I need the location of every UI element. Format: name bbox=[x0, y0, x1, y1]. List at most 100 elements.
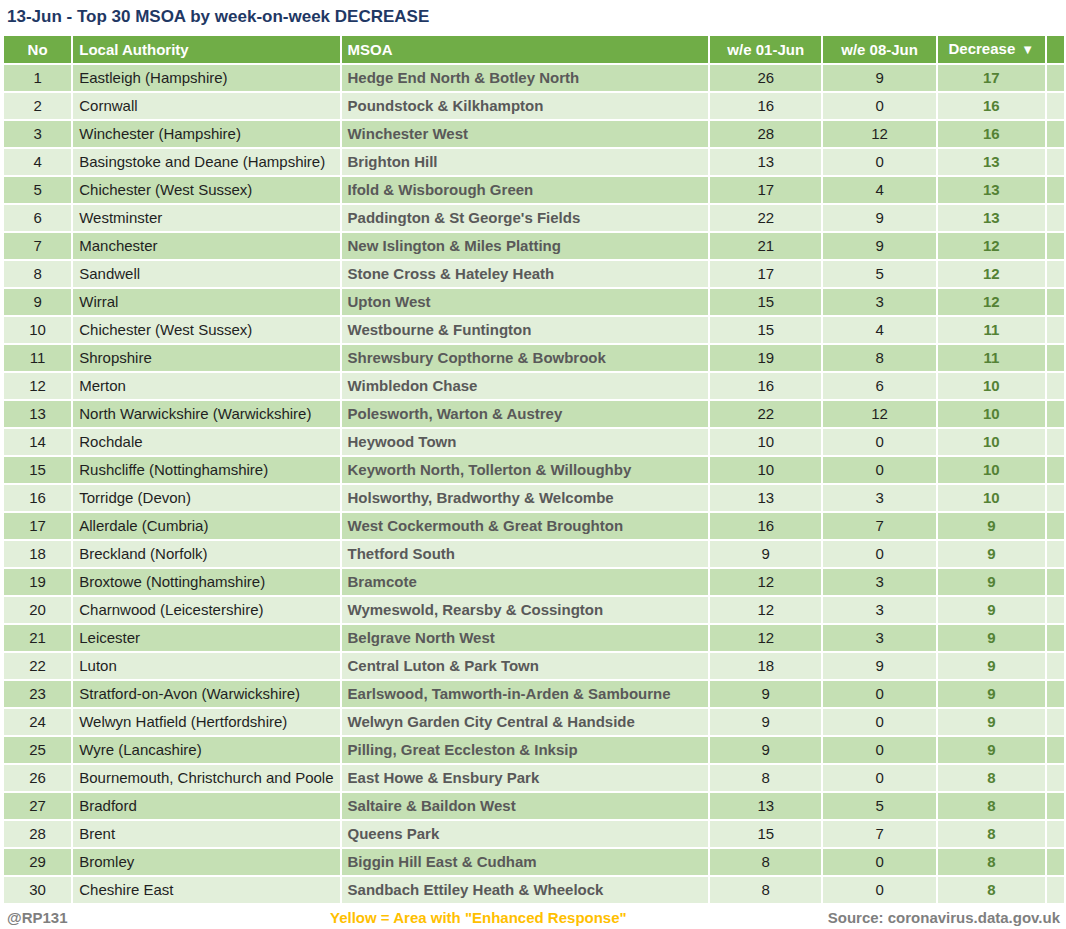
footer: @RP131 Yellow = Area with "Enhanced Resp… bbox=[0, 905, 1066, 926]
we-08-jun-cell: 0 bbox=[823, 541, 936, 567]
column-header-decrease[interactable]: Decrease▼ bbox=[938, 36, 1045, 63]
no-cell: 7 bbox=[4, 233, 71, 259]
edge-sliver-cell bbox=[1047, 205, 1064, 231]
local-authority-cell: Torridge (Devon) bbox=[73, 485, 339, 511]
table-row: 9WirralUpton West15312 bbox=[4, 289, 1064, 315]
local-authority-cell: Charnwood (Leicestershire) bbox=[73, 597, 339, 623]
no-cell: 17 bbox=[4, 513, 71, 539]
we-01-jun-cell: 16 bbox=[710, 513, 821, 539]
edge-sliver-cell bbox=[1047, 849, 1064, 875]
local-authority-cell: Luton bbox=[73, 653, 339, 679]
we-01-jun-cell: 8 bbox=[710, 765, 821, 791]
msoa-cell: Biggin Hill East & Cudham bbox=[342, 849, 709, 875]
no-cell: 28 bbox=[4, 821, 71, 847]
decrease-cell: 9 bbox=[938, 569, 1045, 595]
decrease-cell: 10 bbox=[938, 457, 1045, 483]
edge-sliver-cell bbox=[1047, 401, 1064, 427]
page-title: 13-Jun - Top 30 MSOA by week-on-week DEC… bbox=[0, 0, 1066, 34]
column-header-msoa[interactable]: MSOA bbox=[342, 36, 709, 63]
we-08-jun-cell: 9 bbox=[823, 205, 936, 231]
column-header-local-authority[interactable]: Local Authority bbox=[73, 36, 339, 63]
edge-sliver-cell bbox=[1047, 821, 1064, 847]
decrease-cell: 16 bbox=[938, 121, 1045, 147]
we-01-jun-cell: 19 bbox=[710, 345, 821, 371]
we-01-jun-cell: 10 bbox=[710, 457, 821, 483]
table-row: 11ShropshireShrewsbury Copthorne & Bowbr… bbox=[4, 345, 1064, 371]
we-08-jun-cell: 0 bbox=[823, 765, 936, 791]
no-cell: 5 bbox=[4, 177, 71, 203]
local-authority-cell: Winchester (Hampshire) bbox=[73, 121, 339, 147]
we-08-jun-cell: 0 bbox=[823, 93, 936, 119]
table-row: 16Torridge (Devon)Holsworthy, Bradworthy… bbox=[4, 485, 1064, 511]
no-cell: 12 bbox=[4, 373, 71, 399]
we-01-jun-cell: 22 bbox=[710, 401, 821, 427]
local-authority-cell: Brent bbox=[73, 821, 339, 847]
local-authority-cell: Basingstoke and Deane (Hampshire) bbox=[73, 149, 339, 175]
decrease-cell: 9 bbox=[938, 597, 1045, 623]
decrease-cell: 9 bbox=[938, 681, 1045, 707]
we-01-jun-cell: 8 bbox=[710, 849, 821, 875]
msoa-cell: Brighton Hill bbox=[342, 149, 709, 175]
no-cell: 18 bbox=[4, 541, 71, 567]
we-08-jun-cell: 6 bbox=[823, 373, 936, 399]
decrease-cell: 12 bbox=[938, 233, 1045, 259]
no-cell: 16 bbox=[4, 485, 71, 511]
no-cell: 3 bbox=[4, 121, 71, 147]
we-08-jun-cell: 0 bbox=[823, 737, 936, 763]
column-header-we-01-jun[interactable]: w/e 01-Jun bbox=[710, 36, 821, 63]
decrease-cell: 17 bbox=[938, 65, 1045, 91]
column-header-we-08-jun[interactable]: w/e 08-Jun bbox=[823, 36, 936, 63]
we-08-jun-cell: 0 bbox=[823, 457, 936, 483]
we-01-jun-cell: 17 bbox=[710, 177, 821, 203]
local-authority-cell: Cheshire East bbox=[73, 877, 339, 903]
edge-sliver-cell bbox=[1047, 93, 1064, 119]
header-row: No Local Authority MSOA w/e 01-Jun w/e 0… bbox=[4, 36, 1064, 63]
edge-sliver-cell bbox=[1047, 457, 1064, 483]
msoa-cell: Hedge End North & Botley North bbox=[342, 65, 709, 91]
edge-sliver-cell bbox=[1047, 709, 1064, 735]
we-08-jun-cell: 0 bbox=[823, 709, 936, 735]
msoa-cell: Shrewsbury Copthorne & Bowbrook bbox=[342, 345, 709, 371]
we-08-jun-cell: 9 bbox=[823, 233, 936, 259]
msoa-cell: East Howe & Ensbury Park bbox=[342, 765, 709, 791]
edge-sliver-cell bbox=[1047, 65, 1064, 91]
edge-sliver-header bbox=[1047, 36, 1064, 63]
table-row: 1Eastleigh (Hampshire)Hedge End North & … bbox=[4, 65, 1064, 91]
local-authority-cell: Wirral bbox=[73, 289, 339, 315]
msoa-cell: Keyworth North, Tollerton & Willoughby bbox=[342, 457, 709, 483]
no-cell: 6 bbox=[4, 205, 71, 231]
msoa-cell: Sandbach Ettiley Heath & Wheelock bbox=[342, 877, 709, 903]
no-cell: 26 bbox=[4, 765, 71, 791]
table-row: 20Charnwood (Leicestershire)Wymeswold, R… bbox=[4, 597, 1064, 623]
we-08-jun-cell: 7 bbox=[823, 513, 936, 539]
msoa-table: No Local Authority MSOA w/e 01-Jun w/e 0… bbox=[2, 34, 1066, 905]
decrease-cell: 11 bbox=[938, 345, 1045, 371]
no-cell: 1 bbox=[4, 65, 71, 91]
msoa-cell: Polesworth, Warton & Austrey bbox=[342, 401, 709, 427]
edge-sliver-cell bbox=[1047, 177, 1064, 203]
source-credit: Source: coronavirus.data.gov.uk bbox=[828, 909, 1060, 926]
decrease-cell: 10 bbox=[938, 401, 1045, 427]
msoa-cell: Wimbledon Chase bbox=[342, 373, 709, 399]
edge-sliver-cell bbox=[1047, 653, 1064, 679]
edge-sliver-cell bbox=[1047, 625, 1064, 651]
decrease-cell: 9 bbox=[938, 709, 1045, 735]
edge-sliver-cell bbox=[1047, 597, 1064, 623]
local-authority-cell: Chichester (West Sussex) bbox=[73, 317, 339, 343]
table-row: 22LutonCentral Luton & Park Town1899 bbox=[4, 653, 1064, 679]
msoa-cell: New Islington & Miles Platting bbox=[342, 233, 709, 259]
we-08-jun-cell: 0 bbox=[823, 849, 936, 875]
no-cell: 19 bbox=[4, 569, 71, 595]
decrease-cell: 8 bbox=[938, 793, 1045, 819]
column-header-decrease-label: Decrease bbox=[949, 40, 1016, 57]
we-08-jun-cell: 5 bbox=[823, 261, 936, 287]
decrease-cell: 10 bbox=[938, 485, 1045, 511]
table-row: 6WestminsterPaddington & St George's Fie… bbox=[4, 205, 1064, 231]
msoa-cell: Winchester West bbox=[342, 121, 709, 147]
msoa-cell: Central Luton & Park Town bbox=[342, 653, 709, 679]
decrease-cell: 9 bbox=[938, 653, 1045, 679]
column-header-no[interactable]: No bbox=[4, 36, 71, 63]
edge-sliver-cell bbox=[1047, 541, 1064, 567]
we-01-jun-cell: 10 bbox=[710, 429, 821, 455]
table-row: 18Breckland (Norfolk)Thetford South909 bbox=[4, 541, 1064, 567]
